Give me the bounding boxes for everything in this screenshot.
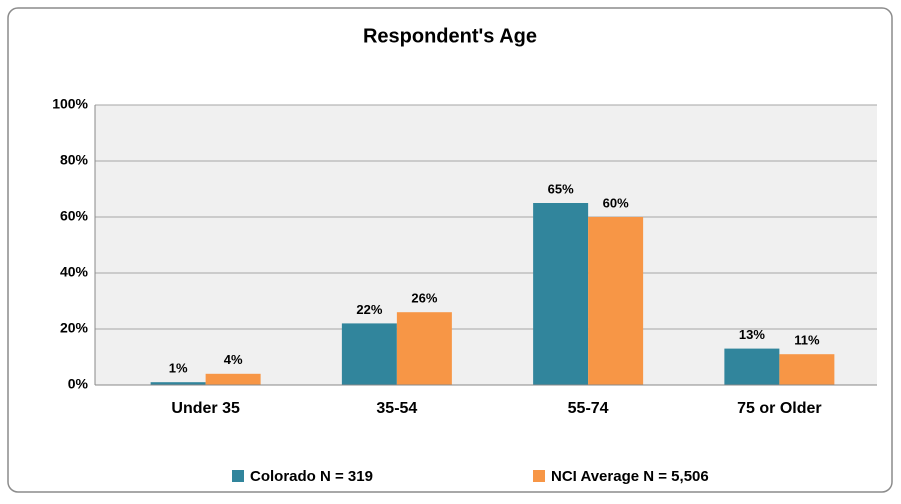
bar <box>588 217 644 385</box>
legend-label: Colorado N = 319 <box>250 468 373 485</box>
bar <box>341 323 397 385</box>
bar <box>779 354 835 385</box>
value-label: 11% <box>794 333 820 348</box>
bar <box>396 312 452 385</box>
value-label: 65% <box>548 181 574 196</box>
value-label: 22% <box>356 302 382 317</box>
bar <box>724 348 780 385</box>
x-tick-label: 35-54 <box>376 400 417 417</box>
value-label: 13% <box>739 327 765 342</box>
x-tick-label: 75 or Older <box>737 400 821 417</box>
legend-swatch <box>533 470 545 482</box>
bar <box>205 373 261 385</box>
x-tick-label: 55-74 <box>568 400 609 417</box>
y-tick-label: 20% <box>60 320 89 336</box>
value-label: 26% <box>411 291 437 306</box>
value-label: 60% <box>603 195 629 210</box>
y-tick-label: 80% <box>60 152 89 168</box>
value-label: 4% <box>224 352 243 367</box>
y-tick-label: 0% <box>68 376 89 392</box>
legend-swatch <box>232 470 244 482</box>
legend-label: NCI Average N = 5,506 <box>551 468 709 485</box>
bar <box>150 382 206 385</box>
y-tick-label: 40% <box>60 264 89 280</box>
bar <box>533 203 589 385</box>
plot-area <box>95 105 877 385</box>
chart-title: Respondent's Age <box>363 25 537 47</box>
x-tick-label: Under 35 <box>171 400 240 417</box>
y-tick-label: 60% <box>60 208 89 224</box>
y-tick-label: 100% <box>52 96 88 112</box>
value-label: 1% <box>169 361 188 376</box>
